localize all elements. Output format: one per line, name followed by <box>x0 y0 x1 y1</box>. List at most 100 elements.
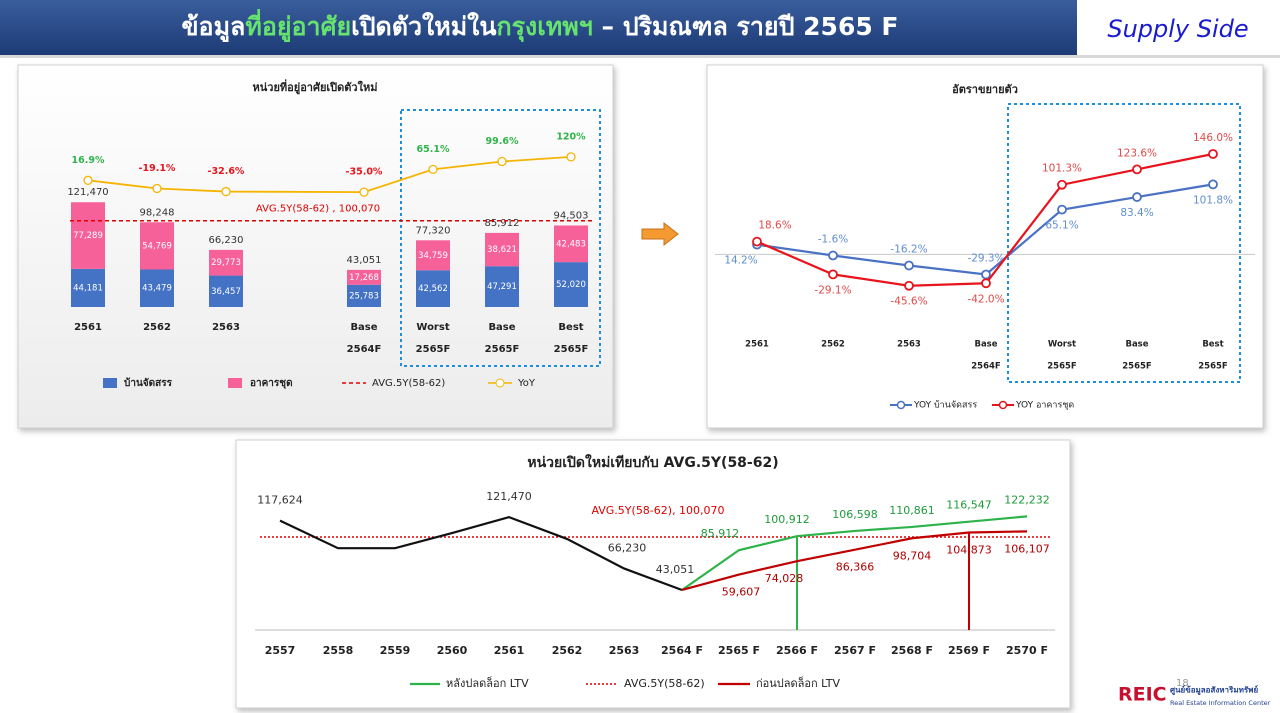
point-label: 121,470 <box>486 490 532 503</box>
title-part: กรุงเทพฯ <box>496 12 592 43</box>
title-part: ที่อยู่อาศัย <box>245 9 351 43</box>
total-label: 121,470 <box>67 187 108 198</box>
panel-compare <box>235 439 1071 709</box>
growth-point <box>1132 192 1142 202</box>
point-label: 74,028 <box>765 572 804 585</box>
x-tick-label: 2567 F <box>834 644 876 657</box>
reference-label: AVG.5Y(58-62), 100,070 <box>591 504 724 517</box>
yoy-point <box>221 186 231 197</box>
legend-label: AVG.5Y(58-62) <box>372 378 445 389</box>
growth-label: 146.0% <box>1193 132 1233 144</box>
forecast-box <box>400 109 601 367</box>
x-tick-label: 2564F <box>971 362 1001 372</box>
x-tick-label: Base <box>488 322 515 333</box>
yoy-point <box>428 164 438 175</box>
growth-label: 101.8% <box>1193 194 1233 206</box>
slide-title: ข้อมูลที่อยู่อาศัยเปิดตัวใหม่ในกรุงเทพฯ … <box>181 9 898 43</box>
bar-value-label: 42,483 <box>556 239 586 249</box>
yoy-label: 99.6% <box>486 136 519 147</box>
bar-segment <box>71 268 105 307</box>
x-tick-label: 2561 <box>74 322 102 333</box>
growth-point <box>752 236 762 247</box>
page-number: 18 <box>1176 678 1189 689</box>
bar-value-label: 54,769 <box>142 241 172 251</box>
yoy-label: 16.9% <box>72 155 105 166</box>
growth-point <box>1057 204 1067 215</box>
growth-point <box>981 278 991 289</box>
x-tick-label: Best <box>1202 340 1223 350</box>
growth-label: 18.6% <box>758 220 791 232</box>
x-tick-label: 2561 <box>494 644 525 657</box>
point-label: 106,107 <box>1004 542 1050 555</box>
yoy-point <box>497 156 507 167</box>
point-label: 59,607 <box>722 586 761 599</box>
growth-label: -1.6% <box>818 233 848 245</box>
x-tick-label: 2570 F <box>1006 644 1048 657</box>
total-label: 94,503 <box>554 210 589 221</box>
growth-point <box>828 269 838 280</box>
x-tick-label: Best <box>558 322 583 333</box>
bar-value-label: 17,268 <box>349 273 379 283</box>
x-tick-label: 2562 <box>821 340 845 350</box>
chart-title: หน่วยที่อยู่อาศัยเปิดตัวใหม่ <box>253 79 378 95</box>
growth-point <box>1057 179 1067 190</box>
bar-value-label: 77,289 <box>73 231 103 241</box>
title-part: ข้อมูล <box>181 12 245 43</box>
growth-label: -45.6% <box>890 296 927 308</box>
chart-title: อัตราขยายตัว <box>952 83 1018 96</box>
x-tick-label: Base <box>1125 340 1148 350</box>
logo-th: ศูนย์ข้อมูลอสังหาริมทรัพย์ <box>1170 685 1258 696</box>
x-tick-label: 2568 F <box>891 644 933 657</box>
growth-label: 14.2% <box>724 255 757 267</box>
growth-label: 123.6% <box>1117 147 1157 159</box>
point-label: 106,598 <box>832 508 878 521</box>
bar-value-label: 52,020 <box>556 280 586 290</box>
growth-label: 101.3% <box>1042 163 1082 175</box>
legend-swatch <box>103 378 117 388</box>
x-tick-label: 2565F <box>1122 362 1152 372</box>
yoy-point <box>359 187 369 197</box>
trend-line <box>681 530 1028 592</box>
legend-swatch <box>998 400 1008 410</box>
point-label: 98,704 <box>893 549 932 562</box>
bar-segment <box>416 240 450 271</box>
legend-swatch <box>896 400 906 410</box>
x-tick-label: 2558 <box>323 644 354 657</box>
growth-point <box>1132 164 1142 175</box>
panel-growth <box>706 64 1264 429</box>
logo: REIC <box>1118 684 1167 706</box>
growth-point <box>1208 179 1218 190</box>
legend-label: ก่อนปลดล็อก LTV <box>756 676 840 690</box>
yoy-label: 120% <box>556 131 586 142</box>
legend-label: อาคารชุด <box>250 378 293 389</box>
point-label: 110,861 <box>889 504 935 517</box>
point-label: 117,624 <box>257 494 303 507</box>
point-label: 66,230 <box>608 541 647 554</box>
slide-tag: Supply Side <box>1107 15 1248 43</box>
legend-label: YOY บ้านจัดสรร <box>913 400 977 411</box>
panel-new-units <box>17 64 614 429</box>
point-label: 122,232 <box>1004 493 1050 506</box>
yoy-point <box>83 175 93 185</box>
x-tick-label: 2565 F <box>718 644 760 657</box>
forecast-box <box>1007 103 1241 383</box>
x-tick-label: 2569 F <box>948 644 990 657</box>
legend-label: YoY <box>517 378 536 389</box>
x-tick-label: 2565F <box>485 344 520 355</box>
trend-line <box>681 515 1028 591</box>
growth-point <box>904 280 914 291</box>
legend-label: AVG.5Y(58-62) <box>624 677 705 690</box>
total-label: 77,320 <box>416 225 451 236</box>
point-label: 43,051 <box>656 563 695 576</box>
x-tick-label: 2557 <box>265 644 296 657</box>
x-tick-label: 2564F <box>347 344 382 355</box>
growth-label: 83.4% <box>1120 207 1153 219</box>
total-label: 98,248 <box>140 207 175 218</box>
growth-point <box>981 269 991 280</box>
chart-title: หน่วยเปิดใหม่เทียบกับ AVG.5Y(58-62) <box>527 453 778 471</box>
growth-label: -16.2% <box>890 244 927 256</box>
yoy-label: 65.1% <box>417 144 450 155</box>
bar-segment <box>209 275 243 307</box>
header-bar <box>0 0 1077 55</box>
